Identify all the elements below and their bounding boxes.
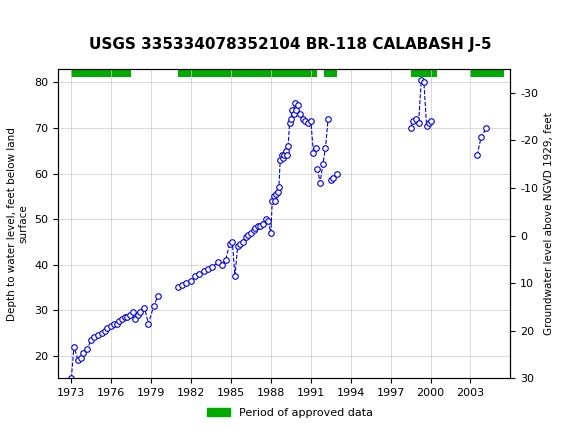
Text: USGS 335334078352104 BR-118 CALABASH J-5: USGS 335334078352104 BR-118 CALABASH J-5 — [89, 37, 491, 52]
Y-axis label: Depth to water level, feet below land
surface: Depth to water level, feet below land su… — [7, 127, 28, 320]
Text: ≋USGS: ≋USGS — [6, 9, 60, 27]
Bar — [470, 69, 504, 77]
Bar — [324, 69, 338, 77]
Legend: Period of approved data: Period of approved data — [203, 403, 377, 422]
Bar — [411, 69, 437, 77]
Bar — [177, 69, 317, 77]
Bar — [71, 69, 131, 77]
Y-axis label: Groundwater level above NGVD 1929, feet: Groundwater level above NGVD 1929, feet — [544, 112, 554, 335]
